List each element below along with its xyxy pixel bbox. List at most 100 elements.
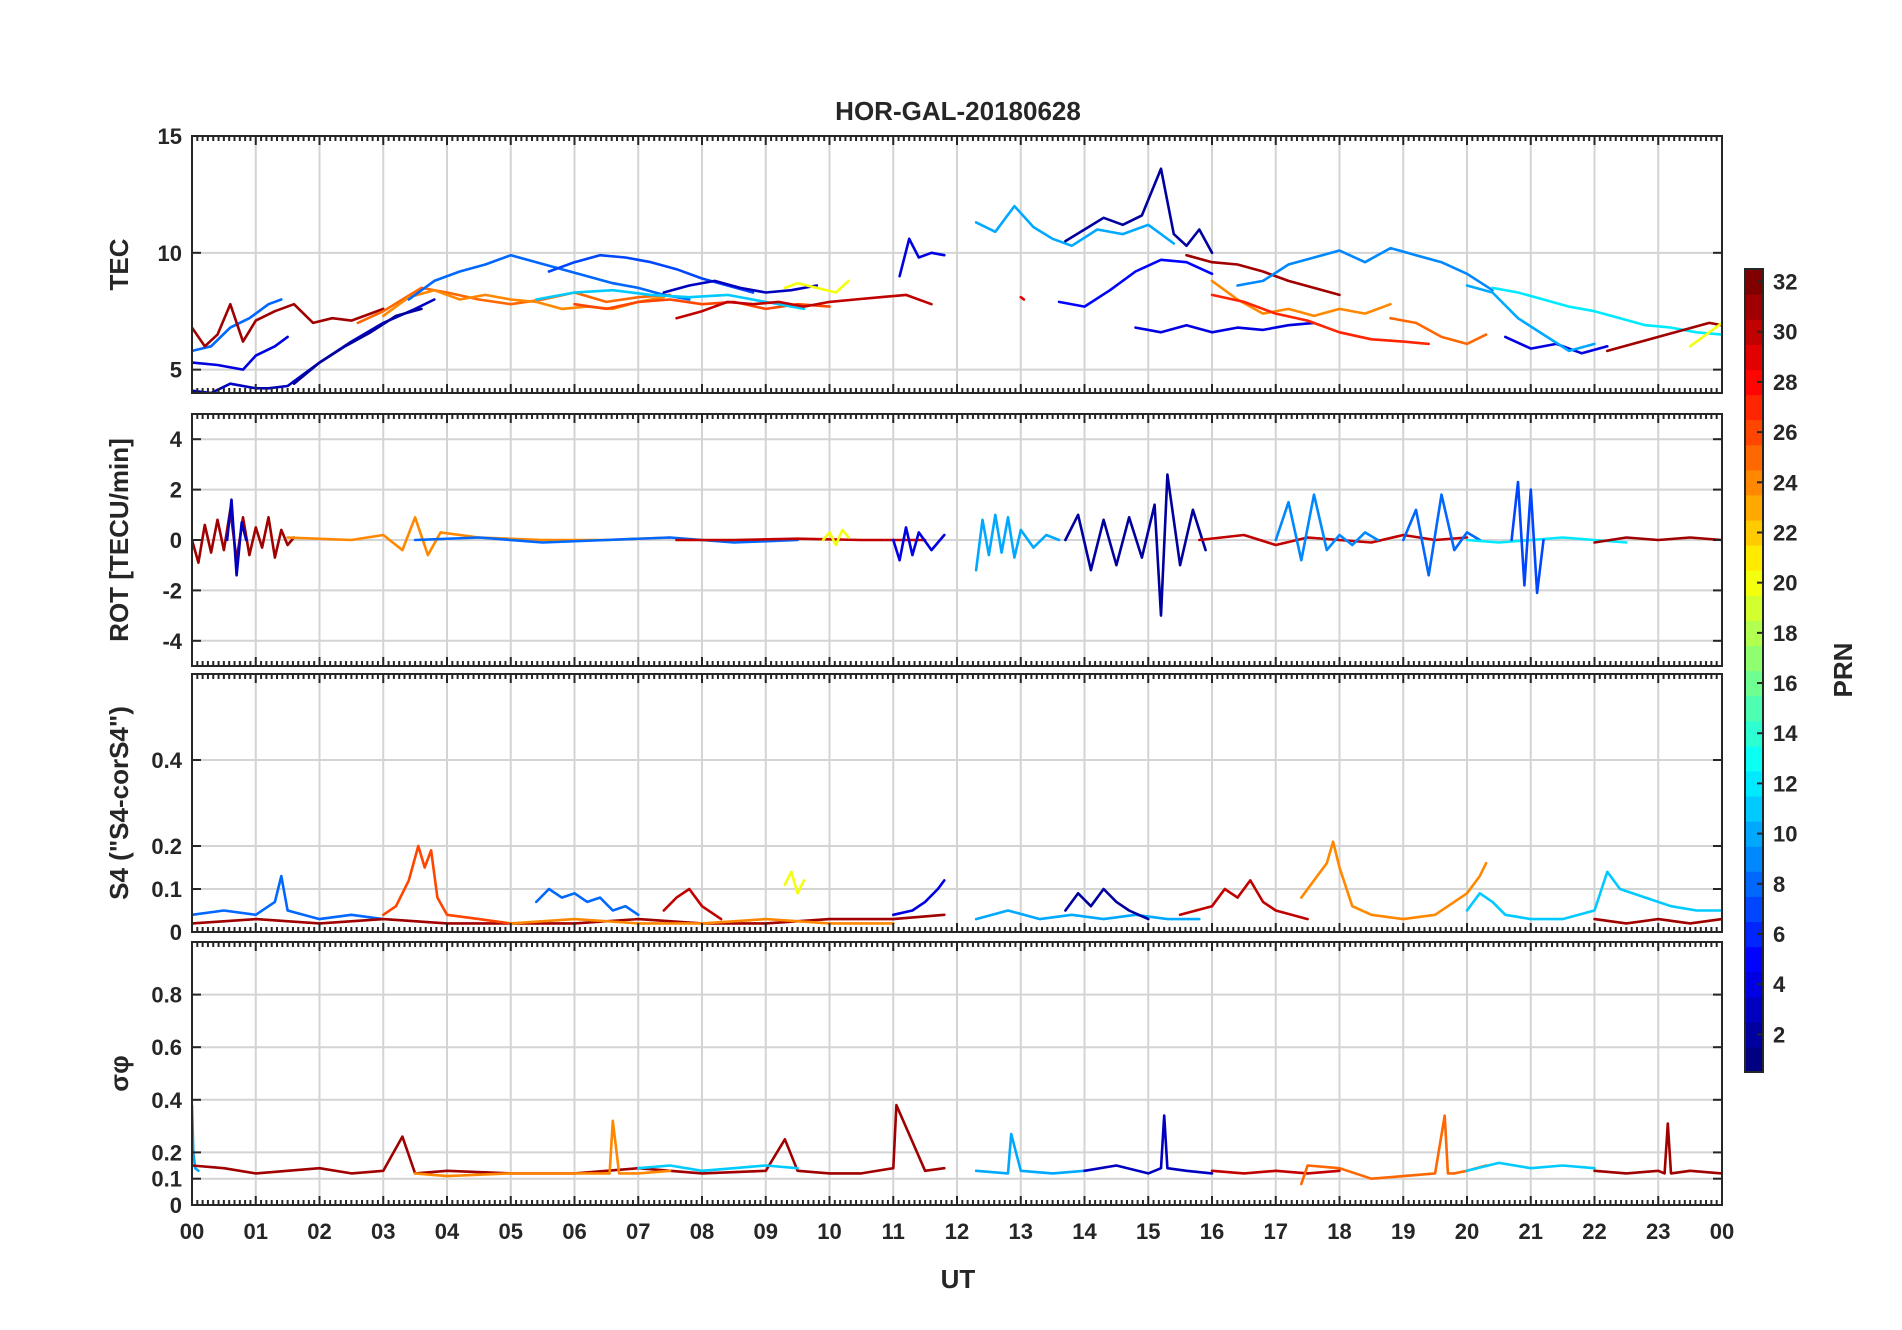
series-line-prn-3 (1083, 1114, 1214, 1175)
colorbar-segment (1745, 294, 1763, 320)
series-line-prn-31 (1593, 917, 1722, 925)
series-line-prn-26 (382, 844, 513, 925)
colorbar-segment (1745, 971, 1763, 998)
colorbar-segment (1745, 620, 1763, 646)
series-line-prn-11 (637, 1164, 799, 1173)
series-line-prn-2 (292, 307, 423, 385)
series-line-prn-10 (1465, 284, 1596, 353)
colorbar-segment (1745, 846, 1763, 872)
colorbar-tick-label: 24 (1773, 470, 1798, 495)
x-tick-label: 15 (1136, 1219, 1160, 1244)
x-tick-label: 04 (435, 1219, 460, 1244)
colorbar-segment (1745, 821, 1763, 847)
series-line-prn-8 (1402, 493, 1482, 577)
panel-3: 0 0.1 0.2 0.4 S4 ("S4-corS4") (104, 673, 1723, 945)
series-line-prn-27 (1210, 293, 1430, 346)
panel-2: -4 -2 0 2 4 ROT [TECU/min] (104, 413, 1723, 667)
series-line-prn-31 (1606, 321, 1722, 353)
series-line-prn-8 (535, 887, 640, 917)
series-line-prn-4 (898, 237, 946, 278)
colorbar-segment (1745, 419, 1763, 446)
x-tick-label: 23 (1646, 1219, 1670, 1244)
x-tick-label: 00 (180, 1219, 204, 1244)
x-tick-label: 12 (945, 1219, 969, 1244)
colorbar-tick-label: 32 (1773, 270, 1797, 295)
colorbar-segment (1745, 1046, 1763, 1073)
y-tick-label: 0.4 (151, 748, 182, 773)
series-line-prn-24 (413, 1119, 672, 1178)
x-tick-label: 00 (1710, 1219, 1734, 1244)
colorbar-segment (1745, 519, 1763, 546)
colorbar-tick-label: 18 (1773, 621, 1797, 646)
colorbar-tick-label: 16 (1773, 671, 1797, 696)
colorbar-tick-label: 20 (1773, 571, 1797, 596)
y-axis-label: σφ (104, 1055, 134, 1091)
x-tick-label: 08 (690, 1219, 714, 1244)
y-axis-label: TEC (104, 238, 134, 290)
series-line-prn-31 (192, 508, 296, 564)
colorbar-tick-label: 26 (1773, 420, 1797, 445)
x-tick-label: 22 (1582, 1219, 1606, 1244)
series-line-prn-10 (974, 909, 1201, 921)
series-group (192, 473, 1722, 617)
series-line-prn-10 (974, 204, 1176, 248)
colorbar-segment (1745, 996, 1763, 1023)
y-axis-label: ROT [TECU/min] (104, 438, 134, 642)
colorbar-segment (1745, 770, 1763, 797)
y-tick-label: 2 (170, 478, 182, 503)
series-line-prn-30 (675, 537, 927, 542)
colorbar-segment (1745, 545, 1763, 571)
y-tick-label: 10 (158, 241, 182, 266)
series-line-prn-25 (356, 286, 672, 325)
series-line-prn-31 (1185, 253, 1341, 297)
series-line-prn-25 (1300, 1114, 1488, 1186)
x-tick-label: 14 (1072, 1219, 1097, 1244)
series-line-prn-31 (192, 302, 385, 348)
series-line-prn-11 (1465, 870, 1722, 921)
colorbar-tick-label: 10 (1773, 822, 1797, 847)
colorbar-segment (1745, 745, 1763, 772)
x-tick-label: 20 (1455, 1219, 1479, 1244)
x-tick-label: 01 (244, 1219, 268, 1244)
series-line-prn-20 (1688, 321, 1722, 348)
series-line-prn-20 (821, 528, 850, 547)
x-tick-label: 09 (754, 1219, 778, 1244)
y-tick-label: 5 (170, 358, 182, 383)
y-tick-label: 0 (170, 1193, 182, 1218)
panel-frame (191, 941, 1723, 1206)
series-line-prn-20 (783, 870, 806, 895)
colorbar-segment (1745, 946, 1763, 973)
y-tick-label: 15 (158, 124, 182, 149)
colorbar-segment (1745, 595, 1763, 621)
x-tick-label: 02 (307, 1219, 331, 1244)
y-tick-label: 0.1 (151, 877, 182, 902)
colorbar-segment (1745, 670, 1763, 697)
colorbar-segment (1745, 269, 1763, 295)
series-line-prn-24 (286, 516, 672, 557)
series-line-prn-30 (1178, 879, 1309, 921)
colorbar-segment (1745, 570, 1763, 596)
y-axis-label: S4 ("S4-corS4") (104, 706, 134, 900)
x-tick-label: 05 (499, 1219, 523, 1244)
x-tick-label: 19 (1391, 1219, 1415, 1244)
colorbar-segment (1745, 369, 1763, 396)
colorbar-tick-label: 14 (1773, 721, 1798, 746)
series-line-prn-2 (1064, 167, 1214, 255)
colorbar-tick-label: 8 (1773, 872, 1785, 897)
series-line-prn-2 (1064, 473, 1207, 617)
colorbar-tick-label: 12 (1773, 771, 1797, 796)
y-tick-label: -2 (162, 578, 182, 603)
y-tick-label: 4 (170, 427, 183, 452)
panel-1: 5 10 15 TEC (104, 124, 1723, 394)
colorbar-segment (1745, 921, 1763, 948)
series-line-prn-30 (662, 887, 723, 921)
series-line-prn-20 (783, 279, 850, 294)
x-tick-label: 13 (1009, 1219, 1033, 1244)
colorbar-tick-label: 6 (1773, 922, 1785, 947)
y-tick-label: 0 (170, 920, 182, 945)
series-line-prn-30 (1198, 533, 1469, 547)
y-tick-label: 0.6 (151, 1035, 182, 1060)
y-tick-label: -4 (162, 629, 182, 654)
colorbar-segment (1745, 896, 1763, 923)
